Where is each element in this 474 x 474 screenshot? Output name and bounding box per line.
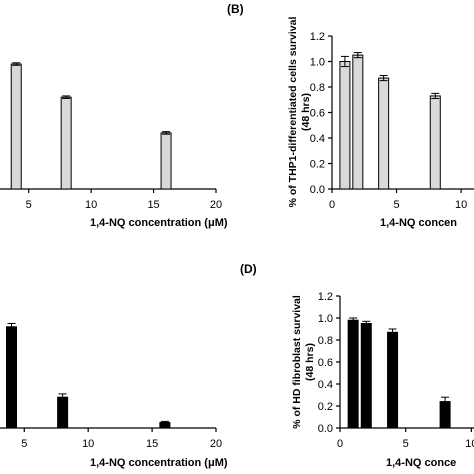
chart-d-x-tick-label: 5 — [403, 438, 409, 450]
chart-c-x-tick-label: 10 — [82, 438, 94, 450]
chart-d-y-tick-label: 1.2 — [318, 291, 333, 303]
chart-b-bar — [429, 95, 441, 190]
chart-d-y-tick-label: 0.8 — [318, 335, 333, 347]
chart-b-x-tick-label: 5 — [393, 199, 399, 211]
chart-c-x-tick-label: 5 — [21, 438, 27, 450]
chart-a-bar — [160, 132, 172, 190]
chart-b-y-tick-label: 1.0 — [310, 57, 325, 69]
chart-b-bar — [339, 61, 351, 190]
chart-a: 5 10 15 20 1,4-NQ concentration (μM) — [0, 62, 228, 229]
chart-c-x-label: 1,4-NQ concentration (μM) — [90, 457, 228, 469]
chart-c-bar — [57, 396, 69, 429]
chart-b-x-tick-label: 10 — [455, 199, 467, 211]
chart-b-y-label: % of THP1-differentiated cells survival(… — [287, 17, 312, 208]
panel-label-b: (B) — [227, 2, 244, 16]
chart-d-y-tick-label: 0.0 — [318, 423, 333, 435]
chart-d-x-tick-label: 0 — [337, 438, 343, 450]
chart-c-x-tick-label: 15 — [146, 438, 158, 450]
chart-b-y-tick-label: 0.0 — [310, 184, 325, 196]
chart-a-x-label: 1,4-NQ concentration (μM) — [90, 217, 228, 229]
chart-b-x-tick-label: 0 — [329, 199, 335, 211]
chart-b-y-tick-label: 0.8 — [310, 82, 325, 94]
chart-b-y-tick-label: 0.2 — [310, 159, 325, 171]
chart-b: 0 5 10 0.0 0.2 0.4 0.6 0.8 1.0 1.2% of THP1-diffe… — [287, 17, 474, 229]
chart-d-x-label: 1,4-NQ conce — [386, 457, 456, 469]
chart-d-y-tick-label: 0.4 — [318, 379, 333, 391]
chart-b-y-tick-label: 0.6 — [310, 108, 325, 120]
chart-d-bar — [387, 331, 399, 429]
chart-c-bar — [6, 326, 18, 429]
chart-d-y-tick-label: 0.2 — [318, 401, 333, 413]
chart-b-y-tick-label: 1.2 — [310, 31, 325, 43]
chart-a-x-tick-label: 5 — [26, 199, 32, 211]
chart-d-y-tick-label: 1.0 — [318, 313, 333, 325]
chart-b-bar — [352, 54, 364, 190]
chart-a-bar — [60, 96, 72, 190]
chart-b-y-tick-label: 0.4 — [310, 133, 325, 145]
chart-d-bar — [347, 319, 359, 429]
chart-a-x-tick-label: 20 — [210, 199, 222, 211]
chart-d-bar — [360, 323, 372, 429]
chart-d-x-tick-label: 10 — [465, 438, 474, 450]
chart-d-y-label: % of HD fibroblast survival(48 hrs) — [291, 295, 316, 429]
panel-label-d: (D) — [240, 262, 257, 276]
chart-c: 5 10 15 20 1,4-NQ concentration (μM) — [0, 323, 228, 469]
chart-c-x-tick-label: 20 — [210, 438, 222, 450]
chart-b-x-label: 1,4-NQ concen — [380, 217, 457, 229]
chart-a-bar — [10, 63, 22, 190]
chart-d-y-tick-label: 0.6 — [318, 357, 333, 369]
chart-d: 0 5 10 0.0 0.2 0.4 0.6 0.8 1.0 1.2% of HD fibrobl… — [291, 291, 474, 469]
chart-b-bar — [378, 77, 390, 190]
chart-a-x-tick-label: 15 — [147, 199, 159, 211]
chart-a-x-tick-label: 10 — [85, 199, 97, 211]
